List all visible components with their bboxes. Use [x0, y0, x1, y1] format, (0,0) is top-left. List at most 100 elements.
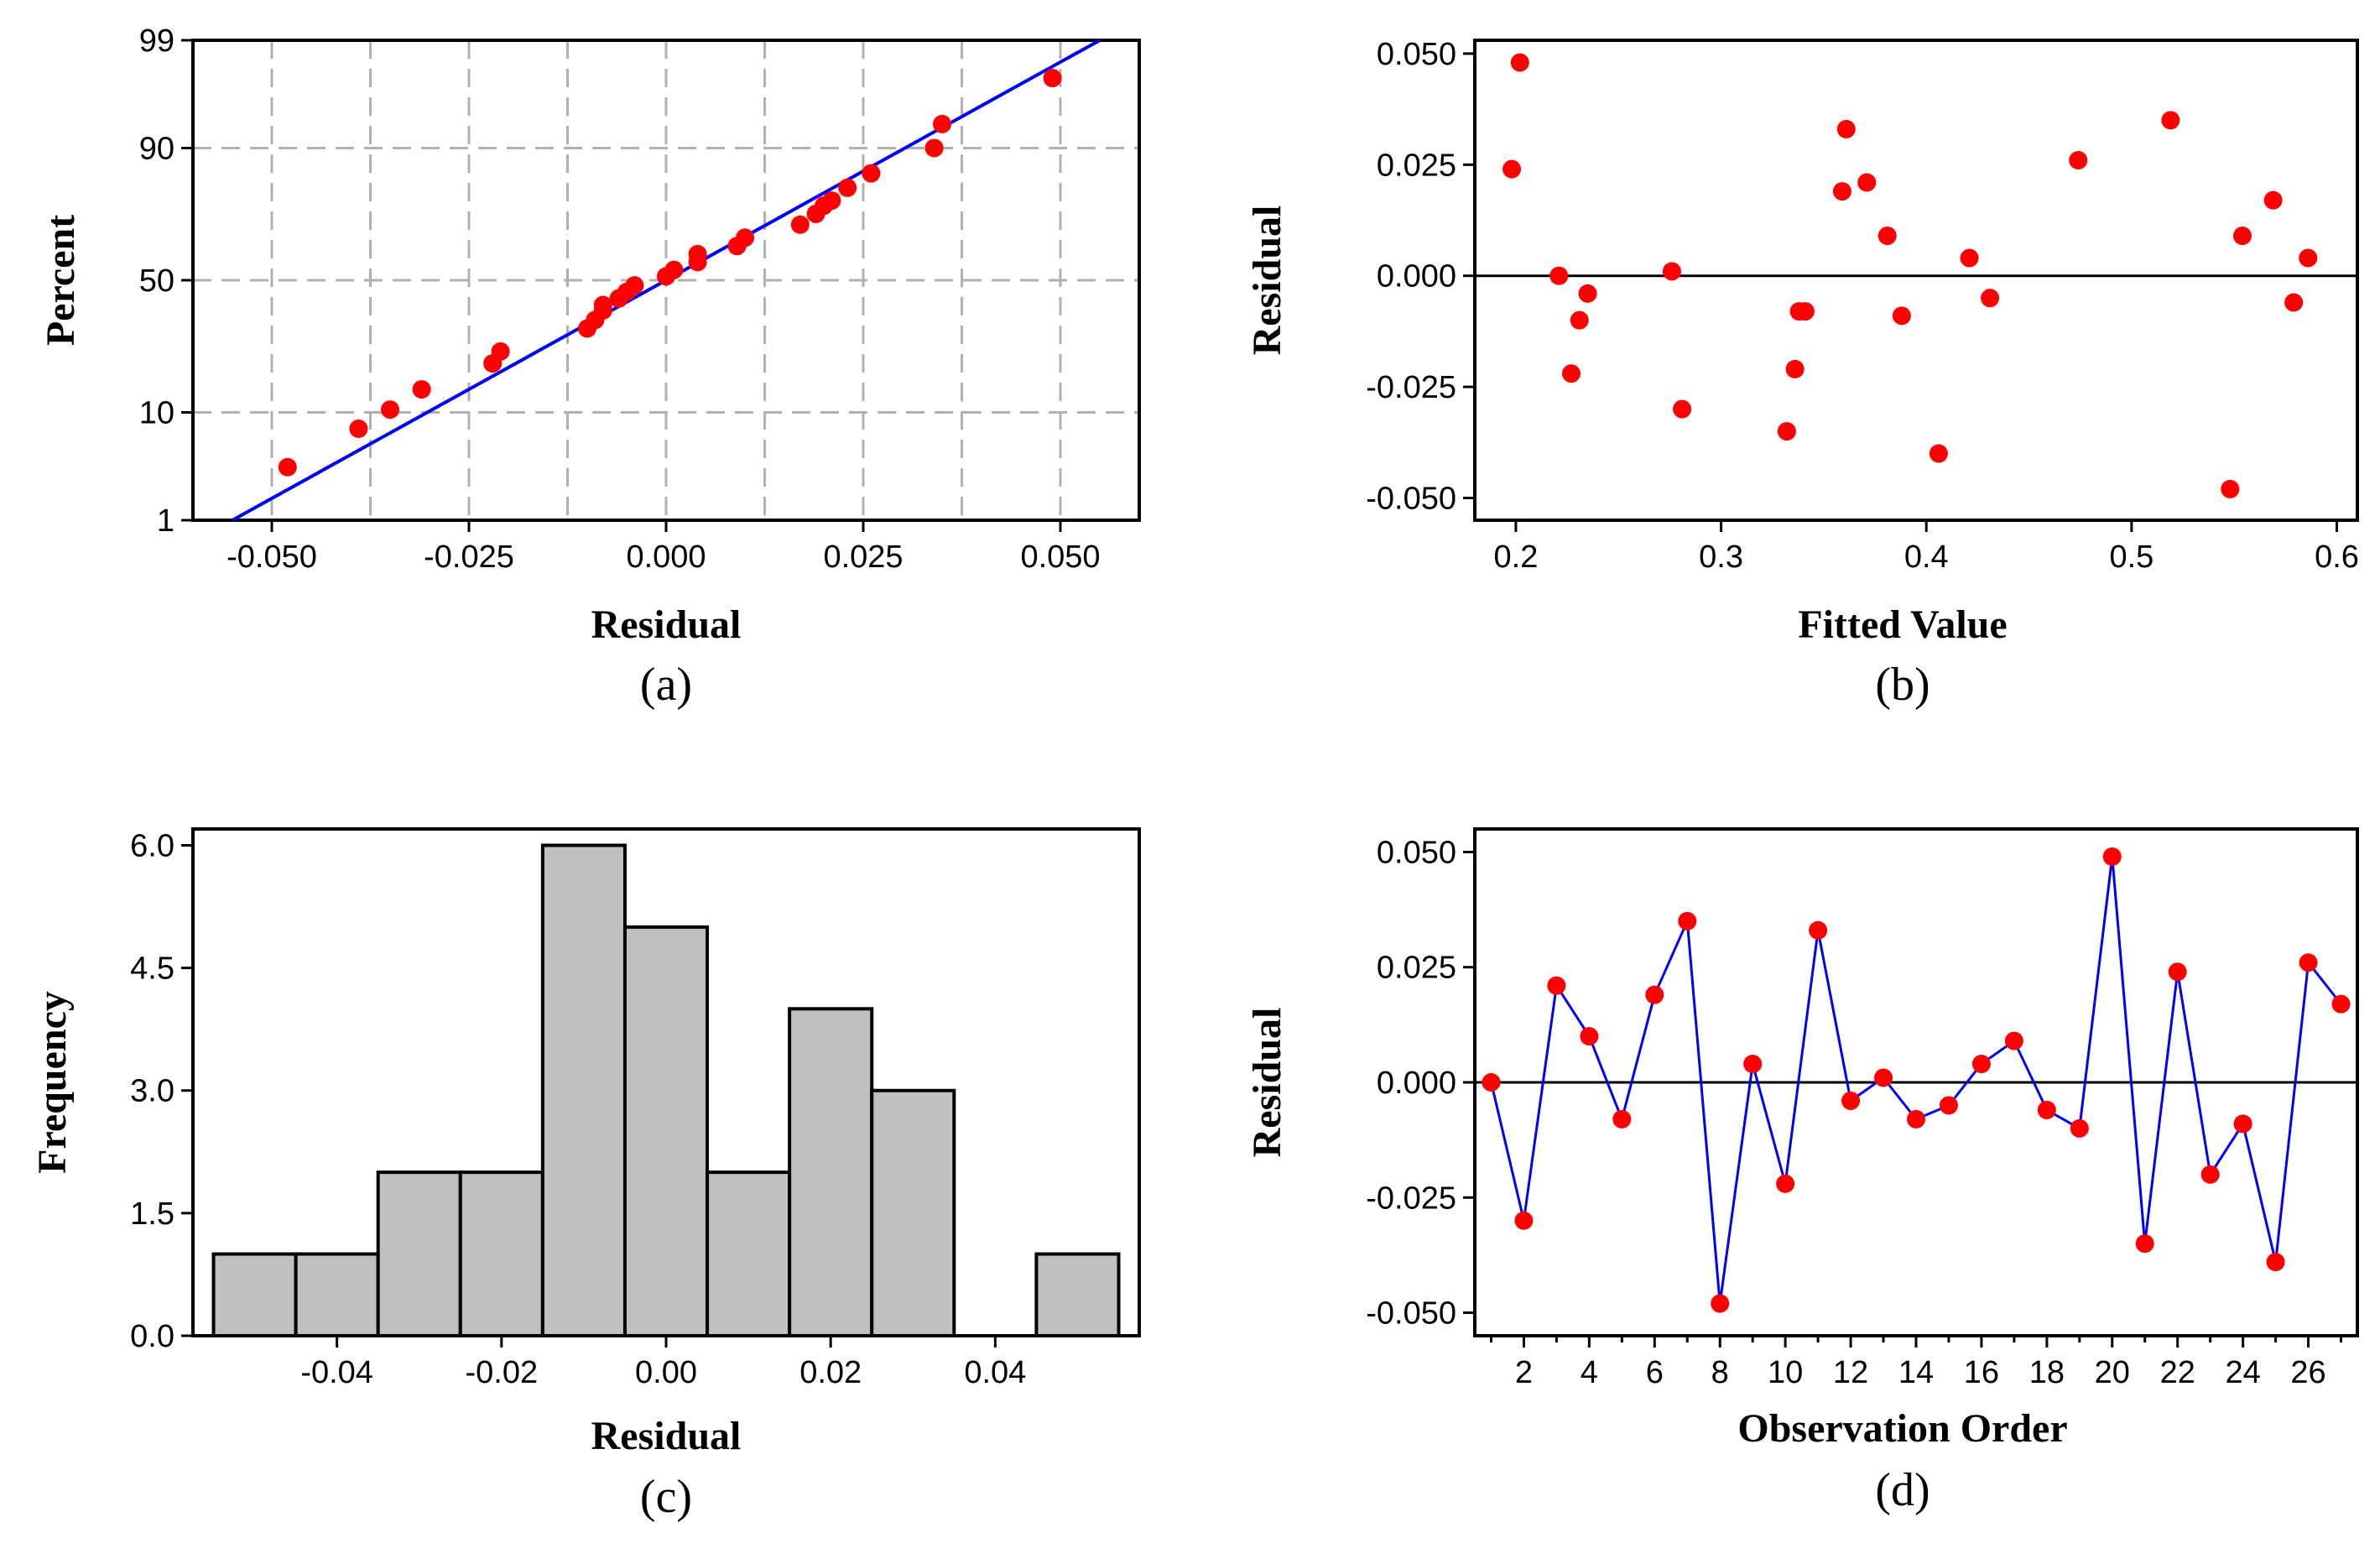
- panel-d-point: [1612, 1109, 1632, 1129]
- panel-d-xtick-label: 16: [1964, 1355, 1999, 1390]
- panel-b-point: [1857, 173, 1877, 192]
- panel-d-point: [1809, 920, 1828, 940]
- panel-a-point: [838, 178, 857, 197]
- panel-a-xtick-label: -0.025: [424, 540, 514, 575]
- panel-a-ticks: -0.050 -0.025 0.000 0.025 0.050 1 10 50 90 99: [139, 23, 1101, 575]
- panel-b-ytick-label: -0.025: [1366, 370, 1456, 405]
- panel-b-xtick-label: 0.5: [2109, 540, 2153, 575]
- panel-c-bar: [458, 1170, 544, 1337]
- panel-d-point: [1776, 1174, 1795, 1193]
- panel-d-xtick-label: 24: [2225, 1355, 2260, 1390]
- panel-b-point: [1981, 289, 2000, 308]
- panel-b-xtick-label: 0.3: [1699, 540, 1743, 575]
- panel-a-point: [933, 114, 951, 133]
- panel-d-ytick-label: 0.000: [1377, 1066, 1456, 1101]
- panel-a-point: [924, 138, 944, 158]
- panel-b-xtick-label: 0.6: [2315, 540, 2359, 575]
- panel-b-point: [1673, 399, 1692, 419]
- panel-c-bar: [294, 1252, 380, 1338]
- panel-c-ytick-label: 4.5: [130, 951, 174, 987]
- panel-d-series-line: [1490, 856, 2342, 1304]
- panel-d-point: [2135, 1234, 2154, 1254]
- panel-d-point: [1971, 1055, 1991, 1074]
- panel-c-caption: (c): [640, 1471, 692, 1523]
- panel-b-caption: (b): [1875, 659, 1930, 711]
- panel-b-point: [1662, 262, 1681, 281]
- panel-c-bar: [376, 1170, 462, 1337]
- panel-d-point: [2299, 953, 2318, 972]
- panel-b-ylabel: Residual: [1245, 206, 1289, 356]
- panel-c-ticks: -0.04 -0.02 0.00 0.02 0.04 0.0 1.5 3.0 4.5 6.0: [130, 828, 1026, 1390]
- panel-b-point: [2299, 248, 2318, 268]
- panel-d-point: [2004, 1031, 2023, 1050]
- panel-a-point: [491, 341, 510, 361]
- panel-c-bar: [540, 843, 627, 1337]
- panel-b-point: [2284, 293, 2304, 312]
- panel-a-xlabel: Residual: [591, 602, 742, 647]
- panel-a-xtick-label: 0.000: [626, 540, 706, 575]
- panel-a-point: [862, 164, 881, 183]
- panel-d-point: [1874, 1068, 1893, 1087]
- panel-d-ytick-label: 0.050: [1377, 835, 1456, 870]
- panel-a-point: [688, 244, 707, 263]
- panel-d-point: [1547, 976, 1566, 995]
- panel-b-point: [1795, 302, 1815, 321]
- panel-a-ytick-label: 1: [157, 503, 174, 539]
- panel-c-bar: [211, 1252, 298, 1338]
- panel-d-xtick-label: 4: [1581, 1355, 1598, 1390]
- panel-b-point: [1502, 159, 1522, 179]
- panel-c-xtick-label: 0.00: [635, 1355, 697, 1390]
- panel-c-ytick-label: 6.0: [130, 828, 174, 863]
- panel-b-point: [1892, 306, 1911, 326]
- panel-d-point: [2331, 994, 2351, 1014]
- panel-d-point: [1514, 1211, 1534, 1230]
- panel-c-xtick-label: 0.04: [964, 1355, 1026, 1390]
- panel-b-point: [1785, 359, 1805, 378]
- panel-c-bar: [788, 1007, 874, 1338]
- panel-c: -0.04 -0.02 0.00 0.02 0.04 0.0 1.5 3.0 4.5 6.0 Re…: [30, 827, 1141, 1523]
- panel-b-point: [1929, 444, 1948, 463]
- panel-a-point: [664, 260, 684, 279]
- panel-d: 2 4 6 8 10 12 14 16 18 20 22 24 26-0.050-0.0250.0000…: [1245, 827, 2359, 1516]
- panel-b: 0.2 0.3 0.4 0.5 0.6 -0.050 -0.025 0.000 0.025 0.0…: [1245, 37, 2359, 711]
- panel-d-xtick-label: 10: [1768, 1355, 1803, 1390]
- panel-d-ylabel: Residual: [1245, 1008, 1289, 1158]
- panel-b-point: [1960, 248, 1979, 268]
- panel-a-point: [412, 380, 431, 399]
- panel-b-frame: [1473, 39, 2359, 522]
- panel-b-ytick-label: 0.000: [1377, 259, 1456, 295]
- panel-d-xtick-label: 6: [1646, 1355, 1664, 1390]
- panel-b-point: [2221, 479, 2240, 498]
- panel-a-point: [278, 457, 297, 477]
- panel-d-point: [1743, 1055, 1763, 1074]
- panel-c-xlabel: Residual: [591, 1414, 742, 1458]
- panel-a-point: [822, 191, 841, 211]
- panel-d-point: [2070, 1118, 2089, 1138]
- panel-b-point: [1836, 119, 1856, 138]
- panel-a-grid: [193, 40, 1139, 520]
- panel-b-point: [1832, 182, 1851, 201]
- panel-d-point: [1711, 1294, 1730, 1313]
- panel-b-point: [2069, 151, 2088, 169]
- panel-a-ylabel: Percent: [39, 215, 83, 346]
- panel-d-xtick-label: 18: [2029, 1355, 2065, 1390]
- panel-d-xtick-label: 2: [1515, 1355, 1533, 1390]
- panel-a-point: [381, 400, 399, 420]
- panel-d-ticks: 2 4 6 8 10 12 14 16 18 20 22 24 26-0.050-0.0250.0000…: [1366, 835, 2343, 1390]
- panel-c-bar: [870, 1088, 956, 1337]
- panel-b-point: [1578, 284, 1597, 303]
- panel-a-point: [736, 228, 754, 248]
- panel-b-point: [1549, 266, 1569, 285]
- panel-b-marks: [1475, 53, 2357, 498]
- panel-d-point: [1841, 1091, 1861, 1110]
- panel-d-point: [1645, 985, 1664, 1004]
- panel-d-xtick-label: 22: [2160, 1355, 2195, 1390]
- panel-d-xlabel: Observation Order: [1737, 1406, 2067, 1451]
- panel-a-point: [349, 419, 368, 438]
- panel-b-point: [2161, 111, 2180, 130]
- panel-c-ytick-label: 0.0: [130, 1319, 174, 1354]
- panel-a-ytick-label: 10: [139, 396, 174, 431]
- panel-a-point: [593, 295, 612, 315]
- panel-d-xtick-label: 20: [2095, 1355, 2130, 1390]
- panel-b-point: [1877, 227, 1897, 246]
